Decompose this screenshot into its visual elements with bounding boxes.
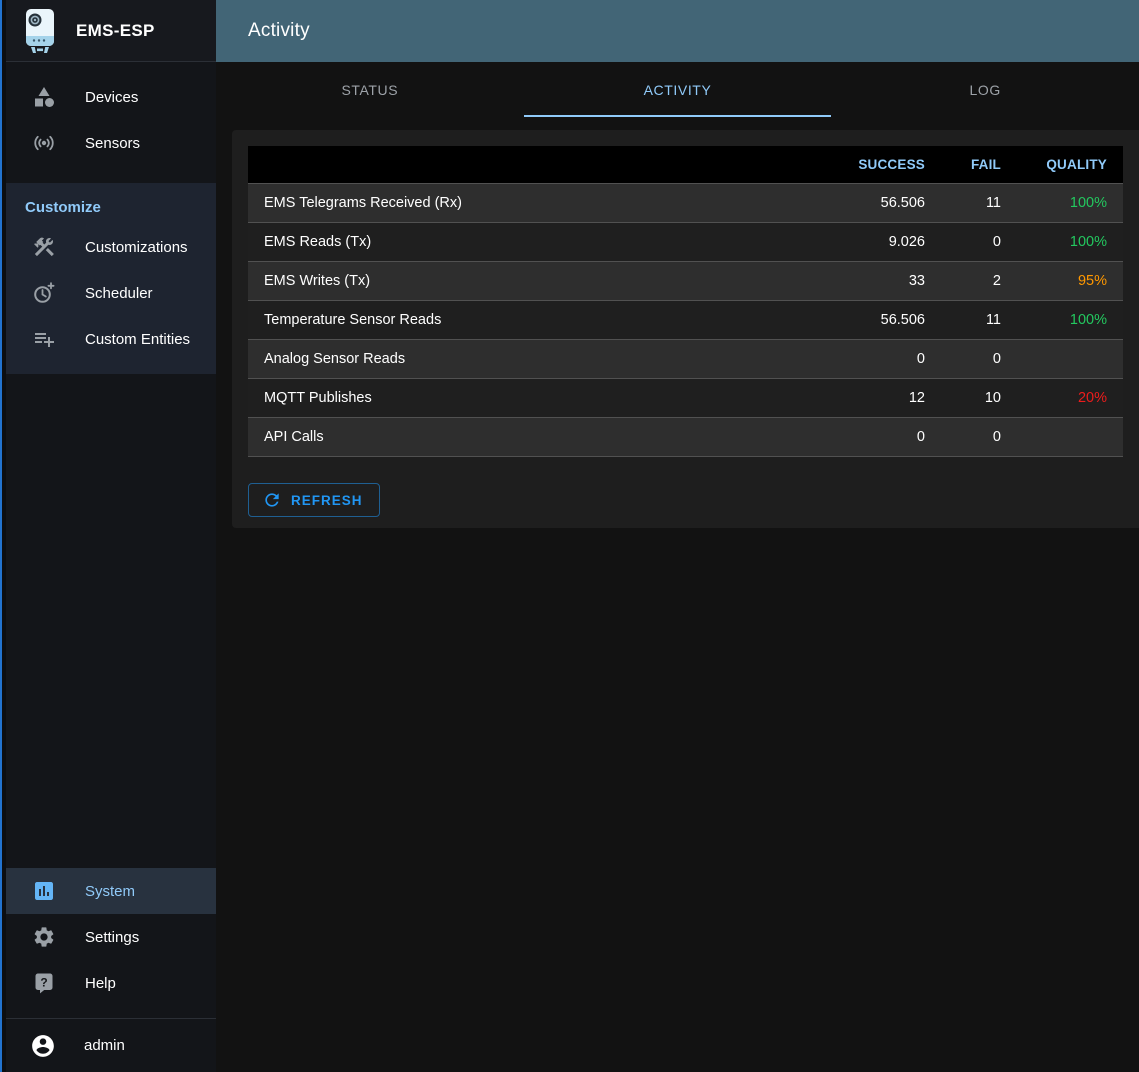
- tab-status[interactable]: STATUS: [341, 81, 399, 98]
- success-value: 56.506: [880, 195, 925, 211]
- help-icon: ?: [32, 971, 56, 995]
- sidebar-divider: [6, 1018, 216, 1019]
- row-name: API Calls: [264, 429, 324, 445]
- tab-bar: STATUS ACTIVITY LOG: [216, 62, 1139, 117]
- sidebar-user-admin[interactable]: admin: [6, 1019, 216, 1072]
- sidebar-item-label: Devices: [85, 88, 139, 106]
- gear-icon: [32, 925, 56, 949]
- column-header-quality: QUALITY: [1046, 157, 1107, 172]
- quality-value: 100%: [1069, 195, 1107, 211]
- success-value: 56.506: [880, 312, 925, 328]
- sidebar-item-label: Scheduler: [85, 284, 153, 302]
- sidebar-item-label: Sensors: [85, 134, 141, 152]
- row-name: EMS Telegrams Received (Rx): [264, 195, 462, 211]
- row-name: EMS Reads (Tx): [264, 234, 372, 250]
- fail-value: 2: [992, 273, 1001, 289]
- table-row: EMS Telegrams Received (Rx) 56.506 11 10…: [248, 184, 1123, 223]
- sidebar: EMS-ESP Devices Sensors Customize: [6, 0, 216, 1072]
- success-value: 33: [908, 273, 925, 289]
- sidebar-item-label: Custom Entities: [85, 330, 191, 348]
- playlist-add-icon: [32, 327, 56, 351]
- activity-card: SUCCESS FAIL QUALITY EMS Telegrams Recei…: [232, 130, 1139, 528]
- quality-value: 95%: [1077, 273, 1107, 289]
- appbar: Activity: [216, 0, 1139, 62]
- fail-value: 0: [992, 351, 1001, 367]
- fail-value: 0: [992, 234, 1001, 250]
- sidebar-customize-section: Customize Customizations Scheduler Custo…: [6, 183, 216, 374]
- window-edge: [0, 0, 6, 1072]
- fail-value: 11: [985, 312, 1001, 328]
- quality-value: 100%: [1069, 234, 1107, 250]
- table-row: MQTT Publishes 12 10 20%: [248, 379, 1123, 418]
- sidebar-item-help[interactable]: ? Help: [6, 960, 216, 1006]
- analytics-icon: [32, 879, 56, 903]
- column-header-success: SUCCESS: [858, 157, 925, 172]
- sidebar-item-label: Settings: [85, 928, 140, 946]
- sidebar-header: EMS-ESP: [6, 0, 216, 62]
- sidebar-item-label: System: [85, 882, 136, 900]
- user-label: admin: [84, 1037, 125, 1054]
- success-value: 0: [916, 351, 925, 367]
- sidebar-item-devices[interactable]: Devices: [6, 74, 216, 120]
- column-header-fail: FAIL: [970, 157, 1001, 172]
- success-value: 9.026: [888, 234, 925, 250]
- row-name: Analog Sensor Reads: [264, 351, 406, 367]
- table-row: EMS Reads (Tx) 9.026 0 100%: [248, 223, 1123, 262]
- table-row: EMS Writes (Tx) 33 2 95%: [248, 262, 1123, 301]
- sidebar-item-sensors[interactable]: Sensors: [6, 120, 216, 166]
- row-name: MQTT Publishes: [264, 390, 372, 406]
- fail-value: 10: [984, 390, 1001, 406]
- activity-table: EMS Telegrams Received (Rx) 56.506 11 10…: [248, 184, 1123, 457]
- success-value: 12: [908, 390, 925, 406]
- sidebar-bottom-nav: System Settings ? Help: [6, 868, 216, 1006]
- category-icon: [32, 85, 56, 109]
- sidebar-item-settings[interactable]: Settings: [6, 914, 216, 960]
- main-area: Activity STATUS ACTIVITY LOG SUCCESS FAI…: [216, 0, 1139, 1072]
- sidebar-item-label: Customizations: [85, 238, 188, 256]
- app-title: EMS-ESP: [76, 20, 155, 40]
- table-row: API Calls 0 0: [248, 418, 1123, 457]
- sidebar-item-scheduler[interactable]: Scheduler: [6, 270, 216, 316]
- more-time-icon: [32, 281, 56, 305]
- fail-value: 11: [985, 195, 1001, 211]
- customize-section-title: Customize: [25, 199, 101, 216]
- sidebar-main-nav: Devices Sensors: [6, 62, 216, 172]
- construction-icon: [32, 235, 56, 259]
- boiler-logo-icon: [22, 8, 58, 54]
- sidebar-spacer: [6, 374, 216, 868]
- table-row: Temperature Sensor Reads 56.506 11 100%: [248, 301, 1123, 340]
- tab-activity[interactable]: ACTIVITY: [523, 62, 832, 117]
- page-title: Activity: [248, 20, 310, 41]
- account-icon: [30, 1033, 56, 1059]
- row-name: Temperature Sensor Reads: [264, 312, 442, 328]
- table-header-row: SUCCESS FAIL QUALITY: [248, 146, 1123, 184]
- row-name: EMS Writes (Tx): [264, 273, 371, 289]
- quality-value: 100%: [1069, 312, 1107, 328]
- quality-value: 20%: [1077, 390, 1107, 406]
- refresh-icon: [265, 493, 279, 507]
- refresh-button[interactable]: REFRESH: [248, 483, 380, 517]
- success-value: 0: [916, 429, 925, 445]
- sidebar-item-customizations[interactable]: Customizations: [6, 224, 216, 270]
- table-row: Analog Sensor Reads 0 0: [248, 340, 1123, 379]
- tab-log[interactable]: LOG: [969, 81, 1001, 98]
- sidebar-item-custom-entities[interactable]: Custom Entities: [6, 316, 216, 362]
- refresh-button-label: REFRESH: [291, 492, 363, 508]
- sidebar-item-label: Help: [85, 974, 116, 992]
- fail-value: 0: [992, 429, 1001, 445]
- svg-text:?: ?: [40, 976, 47, 990]
- sidebar-item-system[interactable]: System: [6, 868, 216, 914]
- sensors-icon: [32, 131, 56, 155]
